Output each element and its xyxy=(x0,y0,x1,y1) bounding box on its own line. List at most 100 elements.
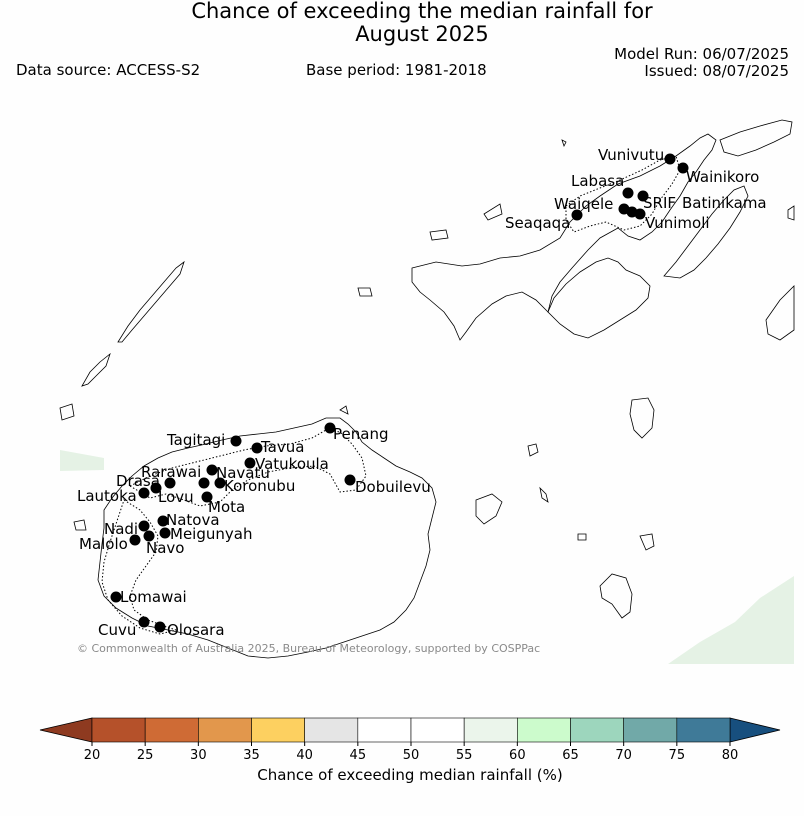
label-malolo: Malolo xyxy=(79,535,128,553)
colorbar-bin-65-70 xyxy=(570,717,624,743)
label-srif: SRIF xyxy=(643,194,676,212)
small-islet-3 xyxy=(483,203,503,221)
colorbar-tick-label: 70 xyxy=(615,748,632,763)
colorbar-bin-70-75 xyxy=(623,717,678,743)
colorbar-tick-label: 25 xyxy=(137,748,154,763)
station-cuvu xyxy=(138,616,150,628)
label-meigunyah: Meigunyah xyxy=(170,525,252,543)
district-boundaries xyxy=(101,155,681,635)
station-lomawai xyxy=(110,591,122,603)
fiji-map: Vunivutu Wainikoro Labasa SRIF Batinikam… xyxy=(59,119,795,664)
colorbar-bin-55-60 xyxy=(463,717,518,743)
taveuni-coast xyxy=(663,185,749,279)
shaded-area-southeast xyxy=(668,576,794,664)
station-tagitagi xyxy=(230,435,242,447)
colorbar-low-extend xyxy=(39,717,93,743)
colorbar-bin-30-35 xyxy=(198,717,252,743)
colorbar-bin-50-55 xyxy=(410,717,465,743)
label-seaqaqa: Seaqaqa xyxy=(505,214,570,232)
model-run-label: Model Run: 06/07/2025 xyxy=(614,45,789,63)
title-line-1: Chance of exceeding the median rainfall … xyxy=(191,0,653,23)
station-tavua xyxy=(251,442,263,454)
kadavu-island xyxy=(599,573,633,619)
colorbar-bin-75-80 xyxy=(676,717,731,743)
base-period-label: Base period: 1981-2018 xyxy=(306,61,487,79)
northeast-islands xyxy=(719,119,793,157)
colorbar-bin-40-45 xyxy=(304,717,359,743)
copyright-credit: © Commonwealth of Australia 2025, Bureau… xyxy=(77,642,541,655)
label-tagitagi: Tagitagi xyxy=(166,431,225,449)
station-penang xyxy=(324,422,336,434)
station-vatukoula xyxy=(244,457,256,469)
title-line-2: August 2025 xyxy=(355,22,489,46)
colorbar-tick-label: 20 xyxy=(84,748,101,763)
station-navo xyxy=(143,530,155,542)
yasawa-north xyxy=(117,260,185,343)
label-labasa: Labasa xyxy=(571,172,624,190)
koro-island xyxy=(629,397,655,439)
coastlines xyxy=(59,119,795,659)
station-lautoka xyxy=(138,487,150,499)
colorbar-tick-label: 60 xyxy=(509,748,526,763)
label-dobuilevu: Dobuilevu xyxy=(355,478,431,496)
station-koronubu xyxy=(214,477,226,489)
station-lovu xyxy=(150,482,162,494)
small-islet-5 xyxy=(339,405,349,415)
station-seaqaqa xyxy=(571,209,583,221)
ovalau-island xyxy=(527,443,539,457)
label-nadi: Nadi xyxy=(104,520,138,538)
station-nadi xyxy=(138,520,150,532)
label-drasa: Drasa xyxy=(116,472,160,490)
colorbar-high-extend xyxy=(729,717,781,743)
station-labasa xyxy=(622,187,634,199)
vanua-levu-east xyxy=(547,257,651,339)
viti-levu-north-district xyxy=(128,429,367,507)
station-malolo xyxy=(129,534,141,546)
station-rarawai xyxy=(206,464,218,476)
east-island xyxy=(765,285,795,341)
label-vatukoula: Vatukoula xyxy=(255,455,329,473)
station-natova xyxy=(157,515,169,527)
label-rarawai: Rarawai xyxy=(141,463,201,481)
label-mota: Mota xyxy=(208,498,245,516)
station-dobuilevu xyxy=(344,474,356,486)
label-vunimoli: Vunimoli xyxy=(645,214,710,232)
map-title: Chance of exceeding the median rainfall … xyxy=(0,0,804,46)
station-wainikoro xyxy=(677,162,689,174)
moala-island xyxy=(577,533,587,541)
label-koronubu: Koronubu xyxy=(224,477,295,495)
colorbar-label: Chance of exceeding median rainfall (%) xyxy=(257,766,563,784)
label-lovu: Lovu xyxy=(158,488,194,506)
label-olosara: Olosara xyxy=(167,621,225,639)
label-penang: Penang xyxy=(333,425,388,443)
data-source-label: Data source: ACCESS-S2 xyxy=(16,61,201,79)
station-labels: Vunivutu Wainikoro Labasa SRIF Batinikam… xyxy=(77,146,767,639)
issued-label: Issued: 08/07/2025 xyxy=(644,62,789,80)
station-batinikama xyxy=(637,190,649,202)
small-islet-4 xyxy=(561,139,567,148)
label-batinikama: Batinikama xyxy=(682,194,767,212)
small-islet-2 xyxy=(429,229,449,241)
label-lomawai: Lomawai xyxy=(120,588,187,606)
colorbar-tick-label: 35 xyxy=(243,748,260,763)
west-islet-2 xyxy=(73,519,87,531)
station-vunivutu xyxy=(664,153,676,165)
colorbar-tick-label: 50 xyxy=(403,748,420,763)
colorbar-bins xyxy=(91,717,731,743)
station-markers xyxy=(110,153,689,633)
label-navo: Navo xyxy=(146,539,184,557)
small-islet-1 xyxy=(357,287,373,297)
colorbar-tick-label: 40 xyxy=(296,748,313,763)
colorbar-tick-label: 55 xyxy=(456,748,473,763)
colorbar-bin-60-65 xyxy=(517,717,571,743)
colorbar-ticks: 20 25 30 35 40 45 50 55 60 65 70 75 80 xyxy=(84,742,739,763)
colorbar-bin-35-40 xyxy=(251,717,305,743)
colorbar-bin-25-30 xyxy=(144,717,199,743)
colorbar-tick-label: 45 xyxy=(350,748,367,763)
colorbar-tick-label: 65 xyxy=(562,748,579,763)
east-islet xyxy=(787,205,795,221)
colorbar-tick-label: 80 xyxy=(722,748,739,763)
yasawa-islands xyxy=(81,352,111,387)
label-natova: Natova xyxy=(166,511,220,529)
label-lautoka: Lautoka xyxy=(77,487,137,505)
